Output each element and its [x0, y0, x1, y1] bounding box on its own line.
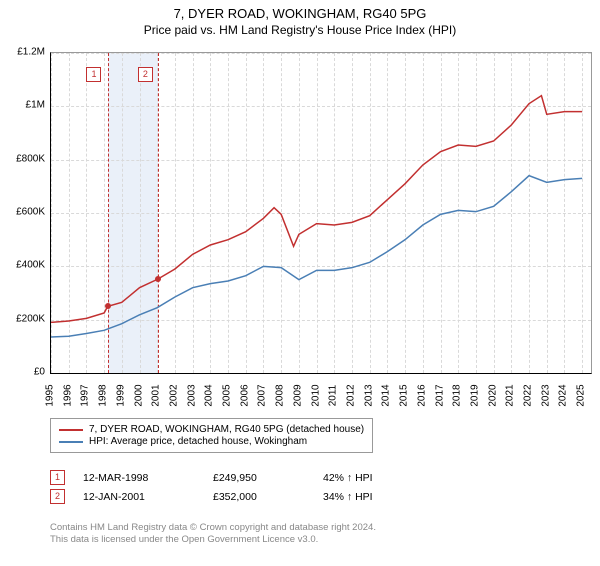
event-date: 12-MAR-1998	[83, 472, 213, 484]
event-row: 2 12-JAN-2001£352,00034% ↑ HPI	[50, 489, 413, 504]
x-axis-label: 2019	[469, 381, 480, 411]
y-axis-label: £200K	[3, 313, 45, 324]
event-row: 1 12-MAR-1998£249,95042% ↑ HPI	[50, 470, 413, 485]
y-axis-label: £800K	[3, 153, 45, 164]
x-axis-label: 2024	[558, 381, 569, 411]
x-axis-label: 2005	[222, 381, 233, 411]
chart-container: 7, DYER ROAD, WOKINGHAM, RG40 5PG Price …	[0, 6, 600, 566]
series-hpi	[51, 176, 582, 337]
events-table: 1 12-MAR-1998£249,95042% ↑ HPI 2 12-JAN-200…	[50, 466, 413, 508]
x-axis-label: 2000	[133, 381, 144, 411]
x-axis-label: 2017	[434, 381, 445, 411]
x-axis-label: 2003	[186, 381, 197, 411]
attribution-line1: Contains HM Land Registry data © Crown c…	[50, 522, 376, 534]
x-axis-label: 2018	[452, 381, 463, 411]
event-pct: 34% ↑ HPI	[323, 491, 413, 503]
x-axis-label: 1997	[80, 381, 91, 411]
chart-svg	[51, 53, 591, 373]
x-axis-label: 1998	[98, 381, 109, 411]
x-axis-label: 2006	[239, 381, 250, 411]
x-axis-label: 2002	[168, 381, 179, 411]
chart-marker-box: 1	[86, 67, 101, 82]
x-axis-label: 2011	[328, 381, 339, 411]
event-marker-box: 1	[50, 470, 65, 485]
legend-swatch	[59, 429, 83, 431]
x-axis-label: 2016	[416, 381, 427, 411]
x-axis-label: 2014	[381, 381, 392, 411]
x-axis-label: 2007	[257, 381, 268, 411]
data-marker	[105, 303, 111, 309]
y-axis-label: £1M	[3, 100, 45, 111]
attribution-text: Contains HM Land Registry data © Crown c…	[50, 522, 376, 547]
y-axis-label: £0	[3, 367, 45, 378]
chart-title: 7, DYER ROAD, WOKINGHAM, RG40 5PG	[0, 6, 600, 21]
event-marker-box: 2	[50, 489, 65, 504]
legend-swatch	[59, 441, 83, 443]
x-axis-label: 2012	[345, 381, 356, 411]
series-property	[51, 96, 582, 323]
y-axis-label: £400K	[3, 260, 45, 271]
chart-subtitle: Price paid vs. HM Land Registry's House …	[0, 23, 600, 37]
event-price: £249,950	[213, 472, 323, 484]
x-axis-label: 2023	[540, 381, 551, 411]
event-date: 12-JAN-2001	[83, 491, 213, 503]
event-pct: 42% ↑ HPI	[323, 472, 413, 484]
attribution-line2: This data is licensed under the Open Gov…	[50, 534, 376, 546]
x-axis-label: 1999	[115, 381, 126, 411]
x-axis-label: 2020	[487, 381, 498, 411]
x-axis-label: 2013	[363, 381, 374, 411]
x-axis-label: 2008	[275, 381, 286, 411]
legend-label: 7, DYER ROAD, WOKINGHAM, RG40 5PG (detac…	[89, 424, 364, 435]
y-axis-label: £1.2M	[3, 47, 45, 58]
x-axis-label: 2025	[576, 381, 587, 411]
legend-box: 7, DYER ROAD, WOKINGHAM, RG40 5PG (detac…	[50, 418, 373, 453]
legend-item: HPI: Average price, detached house, Woki…	[59, 436, 364, 447]
x-axis-label: 2004	[204, 381, 215, 411]
x-axis-label: 2010	[310, 381, 321, 411]
x-axis-label: 2021	[505, 381, 516, 411]
x-axis-label: 1996	[62, 381, 73, 411]
legend-item: 7, DYER ROAD, WOKINGHAM, RG40 5PG (detac…	[59, 424, 364, 435]
chart-marker-box: 2	[138, 67, 153, 82]
x-axis-label: 2022	[523, 381, 534, 411]
x-axis-label: 2015	[399, 381, 410, 411]
chart-plot-area: 12	[50, 52, 592, 374]
data-marker	[155, 276, 161, 282]
event-price: £352,000	[213, 491, 323, 503]
x-axis-label: 2009	[292, 381, 303, 411]
y-axis-label: £600K	[3, 207, 45, 218]
x-axis-label: 2001	[151, 381, 162, 411]
x-axis-label: 1995	[45, 381, 56, 411]
legend-label: HPI: Average price, detached house, Woki…	[89, 436, 307, 447]
